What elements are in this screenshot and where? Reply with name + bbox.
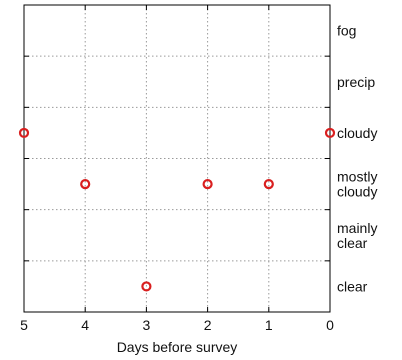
- y-category-label-line: clear: [337, 235, 368, 251]
- axis-ticks: [23, 5, 331, 312]
- y-category-label-line: mainly: [337, 220, 377, 236]
- y-category-label: mostly cloudy: [337, 169, 377, 200]
- y-category-label: mainly clear: [337, 220, 377, 251]
- y-category-label-line: mostly: [337, 169, 377, 185]
- x-tick-label: 1: [265, 317, 273, 333]
- data-point: [18, 127, 30, 139]
- data-point: [324, 127, 336, 139]
- grid-lines: [24, 5, 330, 312]
- x-tick-label: 2: [204, 317, 212, 333]
- y-category-label: fog: [337, 23, 356, 39]
- data-point: [263, 178, 274, 190]
- x-tick-label: 4: [81, 317, 89, 333]
- x-tick-label: 3: [143, 317, 151, 333]
- y-category-label-line: clear: [337, 278, 368, 294]
- x-tick-label: 5: [20, 317, 28, 333]
- y-category-label: precip: [337, 74, 375, 90]
- data-points: [18, 127, 336, 292]
- x-axis-label: Days before survey: [117, 339, 238, 355]
- y-category-label: cloudy: [337, 125, 377, 141]
- data-point: [202, 178, 213, 190]
- y-category-label-line: fog: [337, 23, 356, 39]
- data-point: [80, 178, 91, 190]
- data-point: [141, 281, 152, 292]
- y-category-label-line: cloudy: [337, 184, 377, 200]
- x-tick-label: 0: [326, 317, 334, 333]
- y-category-label: clear: [337, 278, 368, 294]
- y-category-label-line: cloudy: [337, 125, 377, 141]
- y-category-label-line: precip: [337, 74, 375, 90]
